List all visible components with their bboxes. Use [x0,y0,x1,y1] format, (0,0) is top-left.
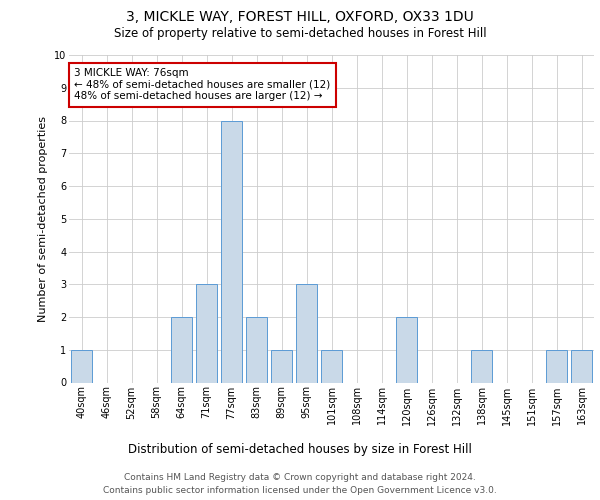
Bar [571,350,592,382]
Text: 3, MICKLE WAY, FOREST HILL, OXFORD, OX33 1DU: 3, MICKLE WAY, FOREST HILL, OXFORD, OX33… [126,10,474,24]
Bar [71,350,92,382]
Bar [471,350,492,382]
Y-axis label: Number of semi-detached properties: Number of semi-detached properties [38,116,49,322]
Bar [171,317,192,382]
Bar [546,350,567,382]
Bar [196,284,217,382]
Bar [321,350,342,382]
Text: Contains HM Land Registry data © Crown copyright and database right 2024.: Contains HM Land Registry data © Crown c… [124,472,476,482]
Bar [296,284,317,382]
Text: Contains public sector information licensed under the Open Government Licence v3: Contains public sector information licen… [103,486,497,495]
Bar [246,317,267,382]
Text: 3 MICKLE WAY: 76sqm
← 48% of semi-detached houses are smaller (12)
48% of semi-d: 3 MICKLE WAY: 76sqm ← 48% of semi-detach… [74,68,331,102]
Bar [271,350,292,382]
Bar [396,317,417,382]
Bar [221,120,242,382]
Text: Size of property relative to semi-detached houses in Forest Hill: Size of property relative to semi-detach… [113,28,487,40]
Text: Distribution of semi-detached houses by size in Forest Hill: Distribution of semi-detached houses by … [128,442,472,456]
